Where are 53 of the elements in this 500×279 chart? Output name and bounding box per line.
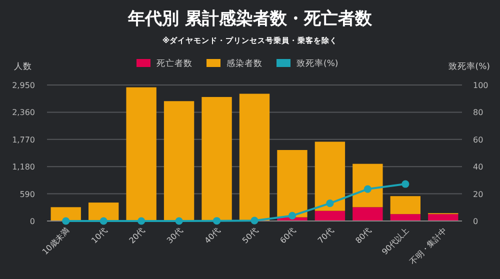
x-tick-label: 50代 bbox=[240, 226, 260, 246]
bar bbox=[314, 210, 346, 221]
bar bbox=[164, 101, 194, 221]
y2-tick-label: 100 bbox=[473, 81, 488, 90]
bar bbox=[314, 142, 346, 211]
y2-tick-label: 60 bbox=[473, 135, 484, 144]
point bbox=[100, 217, 108, 225]
point bbox=[288, 212, 296, 220]
bar bbox=[352, 164, 383, 208]
point bbox=[250, 216, 258, 224]
bar bbox=[390, 214, 420, 221]
y2-axis-title: 致死率(%) bbox=[448, 61, 490, 72]
x-tick-label: 10歳未満 bbox=[40, 226, 72, 257]
bar bbox=[202, 96, 232, 221]
x-tick-label: 10代 bbox=[90, 226, 110, 246]
point bbox=[62, 217, 70, 225]
y-axis-title: 人数 bbox=[14, 61, 32, 72]
legend-label: 死亡者数 bbox=[156, 58, 192, 69]
x-tick-label: 90代以上 bbox=[380, 226, 411, 257]
legend-label: 感染者数 bbox=[226, 58, 262, 69]
bar bbox=[352, 207, 383, 221]
y-tick-label: 2,360 bbox=[12, 108, 35, 118]
bar bbox=[88, 202, 119, 221]
y2-tick-label: 0 bbox=[473, 217, 478, 226]
x-tick-label: 80代 bbox=[354, 226, 374, 246]
y2-tick-label: 20 bbox=[473, 190, 484, 199]
x-tick-label: 20代 bbox=[128, 226, 147, 246]
point bbox=[138, 217, 146, 225]
point bbox=[402, 180, 410, 188]
y-tick-label: 590 bbox=[20, 190, 35, 199]
y-tick-label: 2,950 bbox=[12, 81, 35, 90]
chart-title: 年代別 累計感染者数・死亡者数 bbox=[127, 9, 373, 29]
legend-label: 致死率(%) bbox=[296, 58, 338, 69]
x-tick-label: 70代 bbox=[316, 226, 336, 246]
bar bbox=[239, 94, 270, 221]
bar bbox=[428, 214, 458, 221]
y-tick-label: 0 bbox=[30, 217, 35, 226]
y2-tick-label: 80 bbox=[473, 108, 484, 118]
bar bbox=[50, 207, 81, 221]
point bbox=[212, 217, 221, 225]
point bbox=[364, 185, 372, 193]
x-tick-label: 40代 bbox=[202, 226, 222, 246]
x-tick-label: 不明・集計中 bbox=[408, 226, 449, 266]
point bbox=[326, 200, 334, 208]
point bbox=[175, 217, 183, 225]
y2-tick-label: 40 bbox=[473, 162, 484, 172]
x-tick-label: 30代 bbox=[165, 226, 184, 246]
bar bbox=[390, 196, 420, 214]
bar bbox=[126, 87, 156, 221]
y-tick-label: 1,770 bbox=[12, 135, 35, 144]
bar bbox=[277, 150, 308, 218]
y-tick-label: 1,180 bbox=[12, 162, 35, 172]
x-tick-label: 60代 bbox=[278, 226, 298, 246]
